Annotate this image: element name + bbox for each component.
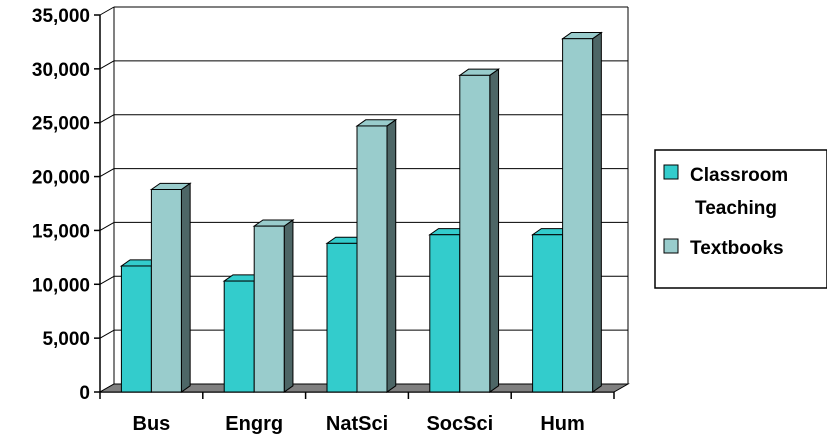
bar-textbooks-hum-front: [562, 38, 594, 393]
bar-classroom-teaching-engrg-front: [223, 280, 255, 393]
bar-textbooks-natsci-side: [386, 118, 397, 393]
legend: Classroom Teaching Textbooks: [654, 149, 827, 289]
legend-swatch-textbooks: [663, 238, 679, 254]
legend-label-textbooks: Textbooks: [690, 238, 784, 259]
x-category-label-hum: Hum: [540, 413, 584, 435]
bar-textbooks-bus-front: [150, 188, 182, 393]
legend-label-classroom-teaching-line2: Teaching: [695, 198, 777, 219]
wall-gridline-diagonal: [99, 329, 115, 339]
x-axis-category-labels: Bus Engrg NatSci SocSci Hum: [133, 413, 585, 435]
y-tick-label: 30,000: [32, 60, 90, 81]
x-category-label-bus: Bus: [133, 413, 171, 435]
y-tick-label: 35,000: [32, 6, 90, 27]
bar-textbooks-hum: [561, 31, 603, 393]
bar-textbooks-bus: [149, 182, 192, 393]
x-category-label-natsci: NatSci: [326, 413, 388, 435]
legend-swatch-classroom-teaching: [663, 164, 679, 180]
bar-classroom-teaching-natsci-front: [326, 242, 358, 393]
bar-textbooks-socsci-side: [489, 68, 500, 393]
bar-textbooks-natsci: [355, 118, 398, 393]
bar-classroom-teaching-socsci-front: [429, 234, 461, 393]
wall-gridline-diagonal: [99, 221, 115, 231]
wall-gridline-diagonal: [99, 114, 115, 124]
x-category-label-engrg: Engrg: [225, 413, 283, 435]
bar-textbooks-natsci-front: [356, 125, 388, 393]
bar-textbooks-hum-side: [592, 31, 602, 393]
bar-textbooks-engrg-front: [253, 225, 285, 393]
legend-label-classroom-teaching-line1: Classroom: [690, 165, 788, 186]
y-tick-label: 25,000: [32, 114, 90, 135]
x-category-label-socsci: SocSci: [426, 413, 493, 435]
wall-gridline-diagonal: [99, 6, 115, 16]
legend-box: [654, 149, 827, 289]
bar-classroom-teaching-bus-front: [120, 265, 152, 393]
y-tick-label: 20,000: [32, 168, 90, 189]
wall-gridline-diagonal: [99, 168, 115, 178]
bar-textbooks-engrg: [252, 219, 295, 393]
y-tick-label: 10,000: [32, 275, 90, 296]
bar-textbooks-socsci-front: [459, 74, 491, 393]
y-tick-label: 5,000: [42, 329, 90, 350]
bar-textbooks-socsci: [458, 68, 501, 393]
bar-classroom-teaching-hum-front: [532, 234, 564, 393]
bar-textbooks-engrg-side: [283, 219, 294, 393]
y-tick-label: 15,000: [32, 221, 90, 242]
bar-textbooks-bus-side: [180, 182, 191, 393]
y-axis-tick-labels: 0 5,000 10,000 15,000 20,000 25,000 30,000 35,0…: [32, 6, 90, 404]
wall-gridline-diagonal: [99, 275, 115, 285]
wall-gridline-diagonal: [99, 60, 115, 70]
bars: [119, 31, 603, 393]
y-tick-label: 0: [79, 383, 90, 404]
